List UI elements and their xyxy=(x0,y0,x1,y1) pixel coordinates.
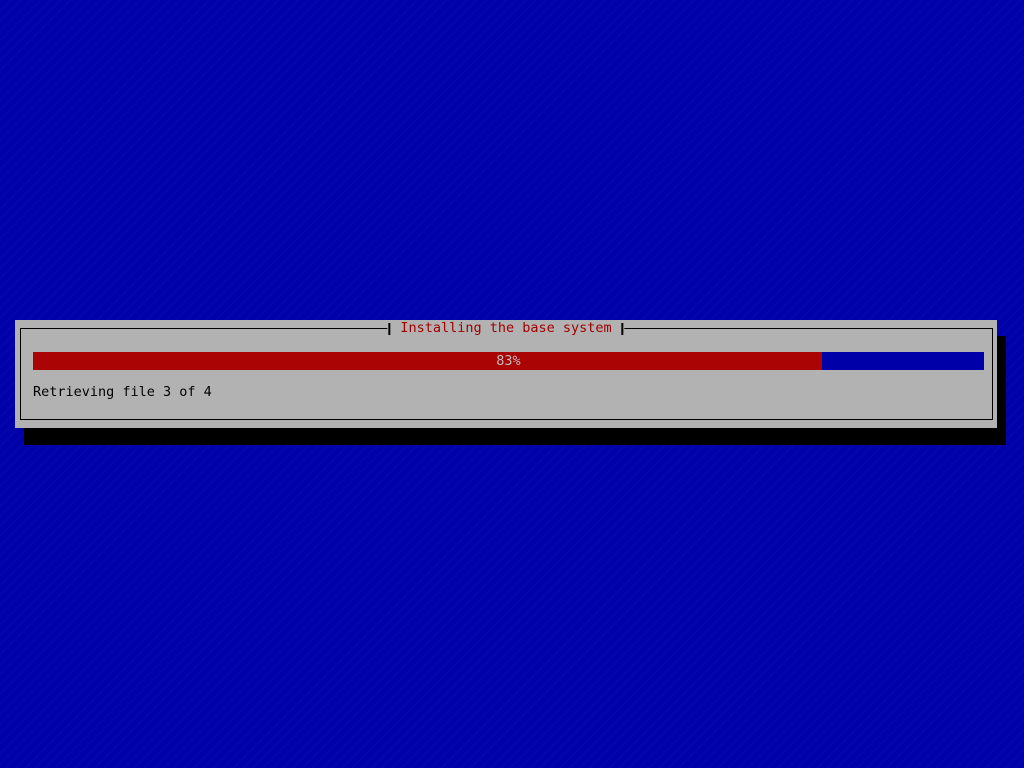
installer-dialog: Installing the base system 83% Retrievin… xyxy=(15,320,997,428)
dialog-border xyxy=(20,328,993,420)
dialog-title: Installing the base system xyxy=(387,320,625,337)
progress-bar: 83% xyxy=(33,352,984,370)
status-text: Retrieving file 3 of 4 xyxy=(33,384,212,400)
dialog-title-text: Installing the base system xyxy=(400,320,612,336)
title-left-tick-icon xyxy=(388,322,391,335)
progress-fill xyxy=(33,352,823,370)
progress-percent-label: 83% xyxy=(496,353,521,369)
title-right-tick-icon xyxy=(621,322,624,335)
